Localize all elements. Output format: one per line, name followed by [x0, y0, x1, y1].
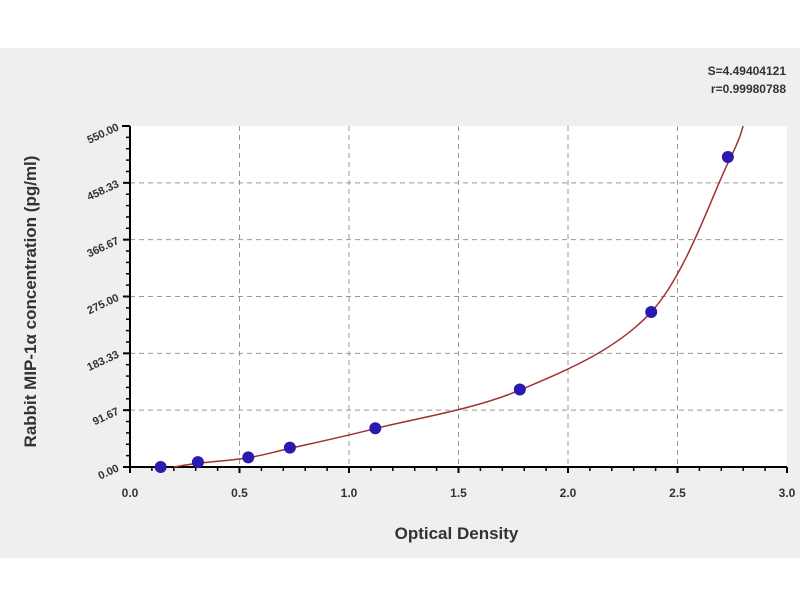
annotation-s: S=4.49404121	[707, 64, 786, 78]
y-tick-label: 275.00	[85, 292, 121, 317]
x-tick-label: 0.0	[122, 486, 139, 500]
y-axis-label: Rabbit MIP-1α concentration (pg/ml)	[21, 156, 40, 448]
data-point	[513, 383, 526, 396]
y-tick-label: 366.67	[85, 235, 121, 260]
data-point	[154, 461, 167, 473]
y-tick-label: 550.00	[85, 121, 121, 146]
annotation-r: r=0.99980788	[710, 82, 786, 96]
data-point	[242, 451, 255, 464]
x-tick-label: 1.0	[341, 486, 358, 500]
data-point	[283, 441, 296, 454]
x-tick-label: 0.5	[231, 486, 248, 500]
fit-curve	[173, 125, 744, 468]
y-tick-label: 91.67	[91, 406, 121, 429]
data-point	[191, 456, 204, 469]
data-point	[721, 151, 734, 163]
y-tick-label: 458.33	[85, 178, 121, 203]
x-tick-label: 2.5	[669, 486, 686, 500]
x-tick-label: 3.0	[779, 486, 796, 500]
data-point	[369, 422, 382, 435]
x-tick-label: 2.0	[560, 486, 577, 500]
x-axis-label: Optical Density	[395, 524, 519, 543]
x-tick-label: 1.5	[450, 486, 467, 500]
data-point	[645, 306, 658, 318]
y-tick-label: 0.00	[96, 462, 120, 482]
y-tick-label: 183.33	[85, 349, 121, 374]
